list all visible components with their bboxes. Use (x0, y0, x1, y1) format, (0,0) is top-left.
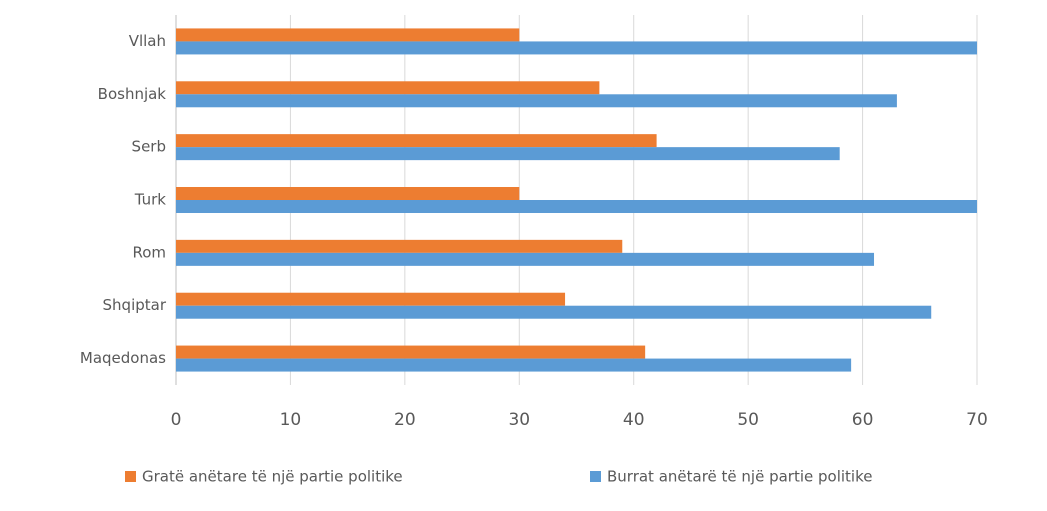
legend-label: Burrat anëtarë të një partie politike (607, 468, 872, 486)
y-tick-label: Shqiptar (103, 296, 167, 314)
bar (176, 358, 852, 372)
y-tick-label: Maqedonas (80, 349, 166, 367)
x-tick-label: 30 (508, 410, 530, 430)
y-tick-label: Turk (134, 191, 167, 209)
bar (176, 345, 646, 359)
x-tick-label: 40 (623, 410, 645, 430)
bar (176, 41, 977, 55)
bar (176, 252, 875, 266)
bar (176, 134, 657, 148)
x-tick-label: 60 (852, 410, 874, 430)
y-tick-label: Boshnjak (98, 85, 167, 103)
y-tick-label: Rom (132, 243, 166, 261)
bar (176, 187, 520, 200)
x-tick-label: 10 (280, 410, 302, 430)
bar (176, 28, 520, 42)
bar (176, 200, 977, 213)
x-tick-label: 0 (171, 410, 182, 430)
y-tick-label: Vllah (129, 32, 166, 50)
legend-swatch (125, 471, 136, 482)
bar (176, 292, 566, 306)
x-tick-label: 20 (394, 410, 416, 430)
bar (176, 305, 932, 319)
legend-swatch (590, 471, 601, 482)
x-tick-label: 70 (966, 410, 988, 430)
legend-label: Gratë anëtare të një partie politike (142, 468, 403, 486)
x-tick-label: 50 (737, 410, 759, 430)
bar (176, 239, 623, 253)
bar (176, 147, 840, 161)
bar (176, 94, 897, 108)
bar (176, 81, 600, 95)
y-tick-label: Serb (132, 138, 166, 156)
